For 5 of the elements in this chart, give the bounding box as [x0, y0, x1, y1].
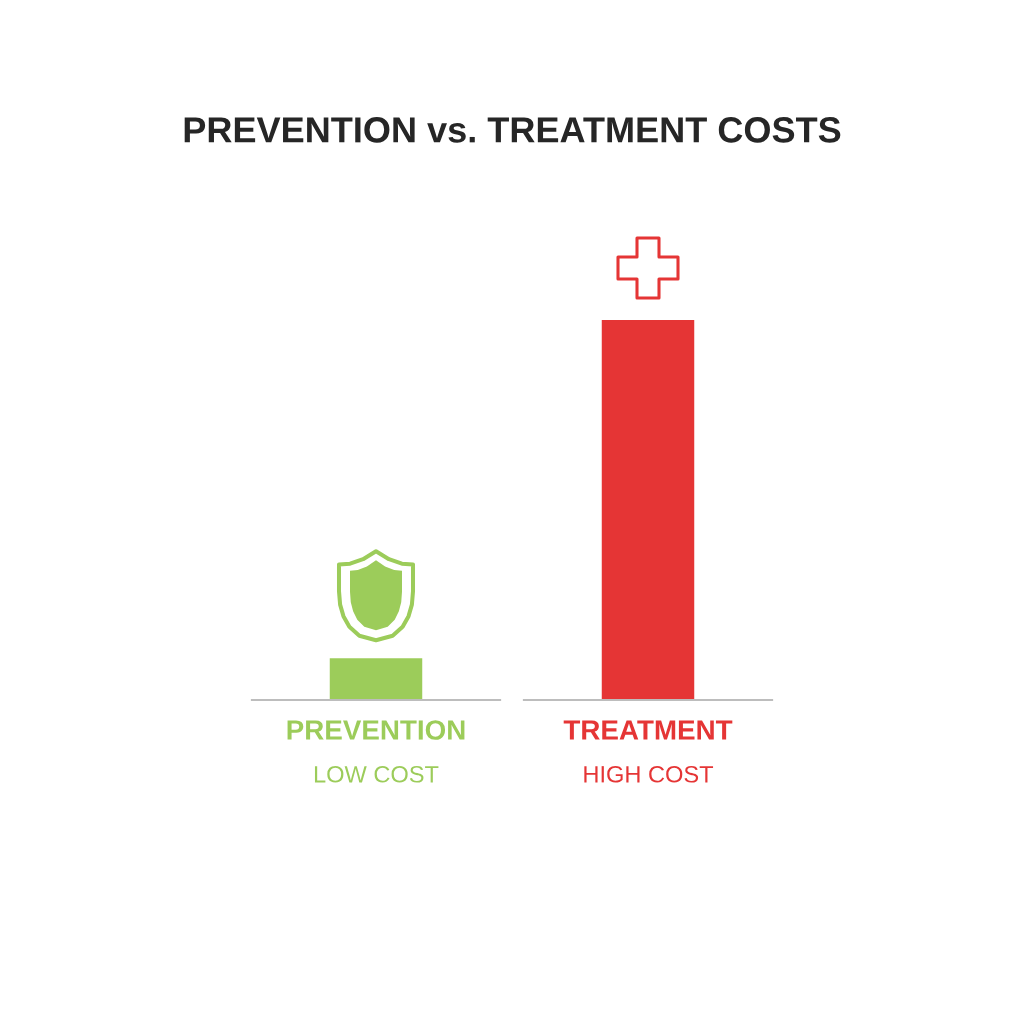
text: HIGH COST	[584, 765, 714, 783]
text: LOW COST	[314, 765, 439, 783]
x-tick-label: TREATMENT	[563, 720, 733, 740]
x-tick-label: PREVENTION	[287, 720, 465, 740]
chart-title: PREVENTION vs. TREATMENT COSTS	[184, 117, 841, 143]
